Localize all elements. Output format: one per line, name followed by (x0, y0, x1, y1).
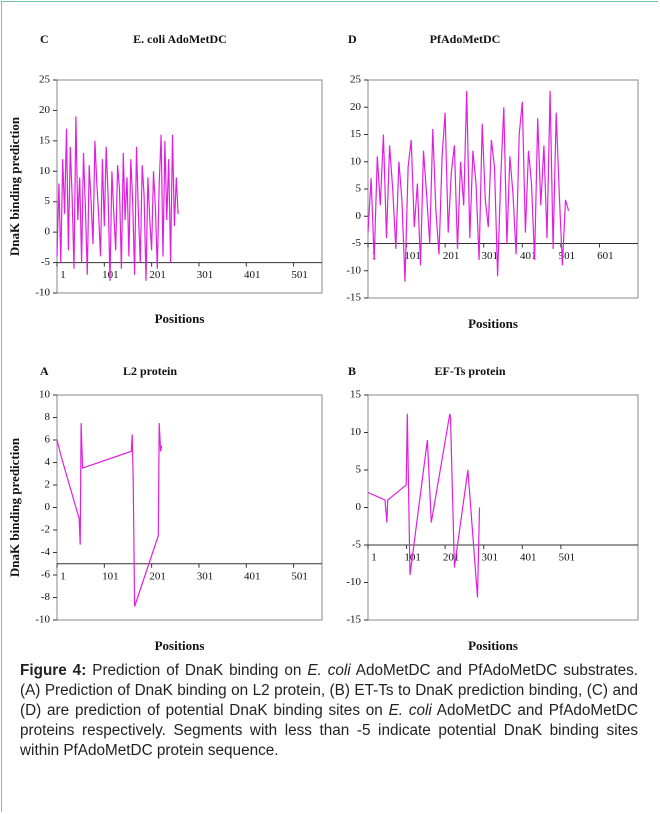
x-tick-label: 401 (244, 269, 261, 281)
data-line (367, 90, 570, 282)
y-axis-label: DnaK binding prediction (7, 437, 22, 577)
caption-text: Prediction of DnaK binding on (86, 662, 308, 679)
y-tick-label: 6 (45, 434, 51, 446)
y-tick-label: -8 (41, 591, 51, 603)
panel-label: D (348, 32, 357, 46)
x-axis-label: Positions (468, 638, 518, 650)
x-tick-label: 101 (404, 250, 421, 262)
x-tick-label: 501 (291, 269, 308, 281)
x-tick-label: 501 (291, 570, 308, 582)
y-tick-label: -5 (352, 539, 362, 551)
panel-label: C (40, 32, 49, 46)
y-tick-label: -6 (41, 569, 51, 581)
x-tick-label: 201 (443, 250, 460, 262)
x-tick-label: 601 (597, 250, 614, 262)
y-tick-label: 10 (350, 155, 362, 167)
x-tick-label: 401 (244, 570, 261, 582)
chart-title: L2 protein (123, 364, 177, 378)
x-tick-label: 501 (559, 552, 576, 564)
data-line (367, 413, 481, 598)
y-tick-label: 10 (350, 426, 362, 438)
y-tick-label: 10 (39, 389, 51, 401)
y-tick-label: -5 (352, 237, 362, 249)
y-tick-label: 4 (45, 456, 51, 468)
caption-text: AdoMetDC and PfAdoMetDC proteins respect… (20, 702, 639, 759)
caption-text: AdoMetDC and PfAdoMetDC substrates. (A) … (20, 662, 639, 719)
x-tick-label: 1 (60, 269, 66, 281)
x-axis-label: Positions (155, 311, 205, 326)
chart-title: E. coli AdoMetDC (133, 32, 227, 46)
y-tick-label: 0 (45, 226, 51, 238)
x-tick-label: 501 (559, 250, 576, 262)
x-tick-label: 1 (371, 552, 377, 564)
y-tick-label: 0 (356, 210, 362, 222)
y-axis-label: DnaK binding prediction (7, 116, 22, 256)
x-axis-label: Positions (468, 316, 518, 331)
x-tick-label: 201 (149, 570, 166, 582)
caption-label: Figure 4: (20, 662, 87, 679)
x-tick-label: 301 (197, 269, 214, 281)
y-tick-label: 25 (39, 74, 51, 86)
y-tick-label: 5 (356, 183, 362, 195)
data-line (56, 116, 179, 281)
y-tick-label: 5 (45, 195, 51, 207)
chart-title: EF-Ts protein (434, 364, 505, 378)
y-tick-label: -15 (346, 292, 361, 304)
y-tick-label: -15 (346, 614, 361, 626)
panel-label: A (40, 364, 49, 378)
y-tick-label: 0 (45, 501, 51, 513)
y-tick-label: 15 (350, 389, 362, 401)
x-tick-label: 301 (197, 570, 214, 582)
x-tick-label: 201 (149, 269, 166, 281)
y-tick-label: 2 (45, 479, 51, 491)
x-tick-label: 301 (481, 250, 498, 262)
y-tick-label: 8 (45, 411, 51, 423)
y-tick-label: -4 (41, 546, 51, 558)
caption-italic: E. coli (307, 662, 351, 679)
y-tick-label: 15 (350, 128, 362, 140)
x-tick-label: 301 (481, 552, 498, 564)
plot-frame (56, 394, 323, 621)
y-tick-label: 20 (39, 104, 51, 116)
data-line (56, 423, 163, 607)
y-tick-label: 10 (39, 165, 51, 177)
caption: Figure 4: Prediction of DnaK binding on … (20, 661, 638, 761)
y-tick-label: 25 (350, 74, 362, 86)
y-tick-label: 20 (350, 101, 362, 113)
y-tick-label: 5 (356, 464, 362, 476)
caption-italic: E. coli (388, 702, 432, 719)
y-tick-label: -10 (346, 264, 361, 276)
panel-label: B (348, 364, 356, 378)
x-tick-label: 101 (102, 570, 119, 582)
y-tick-label: -10 (35, 287, 50, 299)
x-axis-label: Positions (155, 638, 205, 650)
y-tick-label: -2 (41, 524, 50, 536)
y-tick-label: -5 (41, 256, 51, 268)
x-tick-label: 1 (60, 570, 66, 582)
y-tick-label: -10 (35, 614, 50, 626)
plot-frame (56, 79, 323, 294)
x-tick-label: 401 (520, 552, 537, 564)
x-tick-label: 401 (520, 250, 537, 262)
chart-title: PfAdoMetDC (430, 32, 501, 46)
y-tick-label: 0 (356, 501, 362, 513)
y-tick-label: -10 (346, 576, 361, 588)
y-tick-label: 15 (39, 134, 51, 146)
